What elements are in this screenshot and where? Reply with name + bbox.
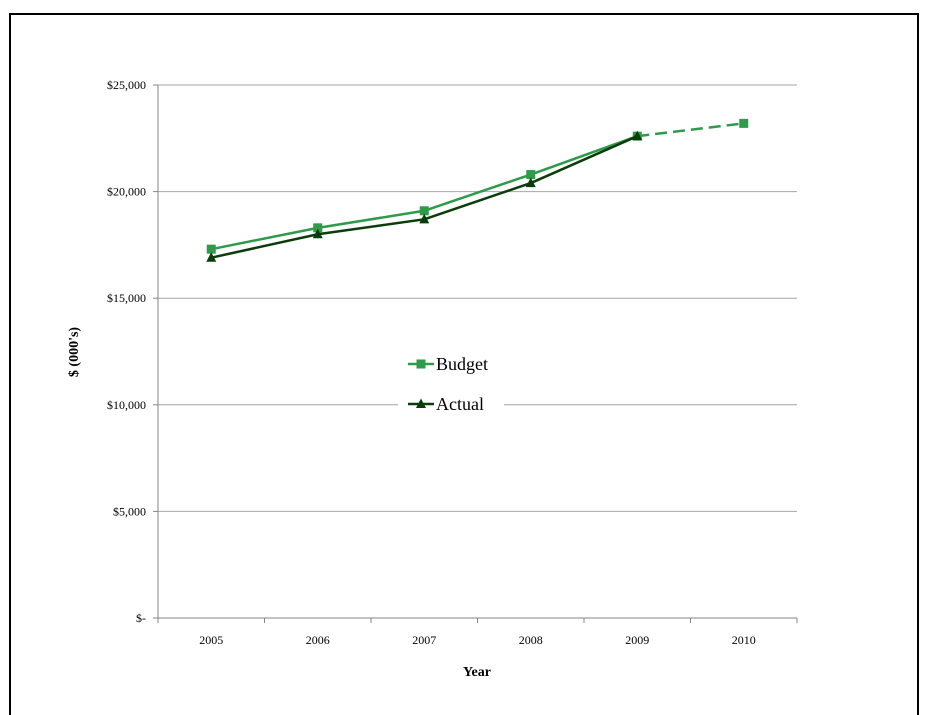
x-axis-title: Year <box>463 665 491 680</box>
axes <box>153 84 798 623</box>
data-point-marker <box>525 177 536 188</box>
data-point-marker <box>206 244 216 254</box>
data-point-marker <box>313 223 323 233</box>
series-segment <box>317 209 425 230</box>
series-segment <box>210 233 319 259</box>
legend-label: Budget <box>436 354 488 374</box>
legend: Budget Actual <box>398 348 504 416</box>
series-segment <box>423 173 532 212</box>
data-point-marker <box>632 130 643 141</box>
legend-label: Actual <box>436 394 484 414</box>
x-tick-label: 2007 <box>412 633 436 647</box>
legend-marker <box>416 398 426 408</box>
series-group <box>206 118 749 262</box>
x-tick-label: 2008 <box>519 633 543 647</box>
series-budget <box>206 118 749 254</box>
data-point-marker <box>419 213 430 224</box>
y-tick-label: $25,000 <box>107 78 146 92</box>
x-tick-label: 2009 <box>625 633 649 647</box>
gridlines <box>158 84 797 512</box>
series-segment <box>530 135 638 185</box>
y-tick-label: $- <box>136 611 146 625</box>
x-tick-label: 2006 <box>306 633 330 647</box>
series-segment <box>423 181 532 221</box>
series-actual <box>206 130 643 262</box>
y-tick-label: $5,000 <box>113 504 146 518</box>
data-point-marker <box>419 206 429 216</box>
y-tick-label: $10,000 <box>107 398 146 412</box>
series-segment <box>637 122 744 138</box>
data-point-marker <box>739 118 749 128</box>
legend-marker <box>416 359 426 369</box>
y-tick-label: $20,000 <box>107 185 146 199</box>
y-axis-title: $ (000's) <box>67 327 82 378</box>
x-tick-label: 2010 <box>732 633 756 647</box>
y-tick-labels: $- $5,000 $10,000 $15,000 $20,000 $25,000 <box>107 78 146 625</box>
x-tick-labels: 2005 2006 2007 2008 2009 2010 <box>199 633 756 647</box>
data-point-marker <box>206 252 217 262</box>
x-tick-label: 2005 <box>199 633 223 647</box>
series-segment <box>211 226 318 251</box>
series-segment <box>317 218 425 236</box>
series-segment <box>530 134 638 176</box>
data-point-marker <box>526 170 536 180</box>
y-tick-label: $15,000 <box>107 291 146 305</box>
data-point-marker <box>312 228 323 239</box>
